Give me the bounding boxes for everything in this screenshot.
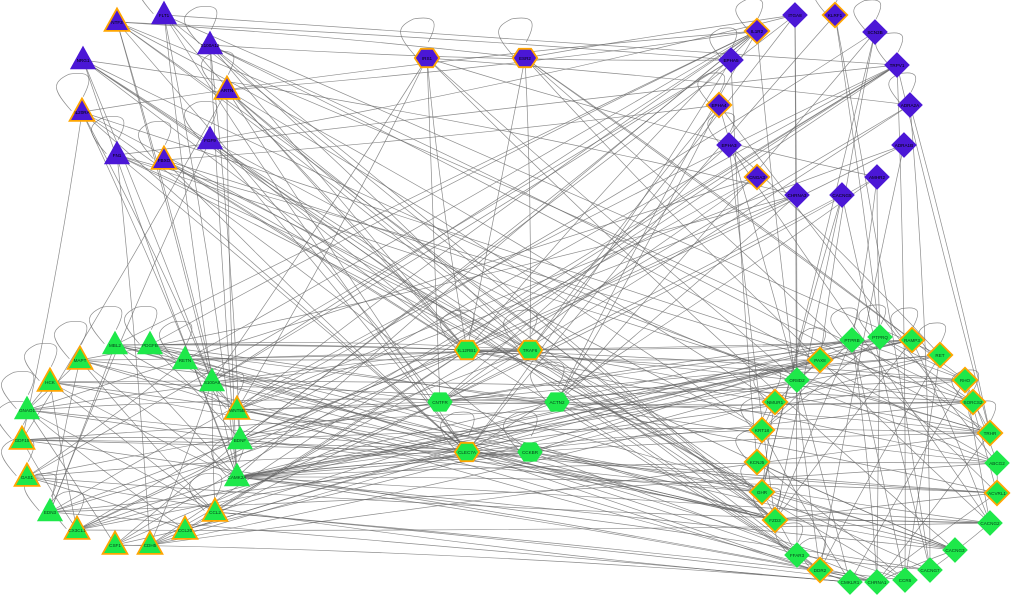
svg-text:MAPT: MAPT bbox=[74, 358, 87, 363]
svg-text:DDR2: DDR2 bbox=[814, 568, 827, 573]
svg-text:ADRA2A: ADRA2A bbox=[901, 103, 920, 108]
svg-text:PAX8: PAX8 bbox=[814, 358, 826, 363]
svg-text:NTF3: NTF3 bbox=[111, 20, 123, 25]
svg-text:ESR2: ESR2 bbox=[519, 56, 531, 61]
svg-text:TRAF6: TRAF6 bbox=[523, 348, 538, 353]
svg-text:PDGFB: PDGFB bbox=[142, 343, 158, 348]
svg-text:NRG1: NRG1 bbox=[77, 58, 90, 63]
svg-text:MBL2: MBL2 bbox=[109, 343, 121, 348]
svg-text:IL12RB1: IL12RB1 bbox=[458, 348, 476, 353]
svg-text:CACNG2: CACNG2 bbox=[980, 521, 1000, 526]
svg-text:IL1R2: IL1R2 bbox=[751, 29, 764, 34]
svg-text:CACNG7: CACNG7 bbox=[920, 568, 940, 573]
svg-text:FLT1: FLT1 bbox=[159, 13, 170, 18]
svg-text:GAS1: GAS1 bbox=[21, 475, 34, 480]
svg-text:SCN3B: SCN3B bbox=[867, 30, 882, 35]
svg-text:CHRNA3: CHRNA3 bbox=[788, 193, 807, 198]
svg-text:GDF15: GDF15 bbox=[15, 438, 30, 443]
svg-text:ARTN: ARTN bbox=[221, 88, 233, 93]
svg-text:EPHA3: EPHA3 bbox=[721, 143, 737, 148]
svg-text:CAMK2A: CAMK2A bbox=[228, 475, 248, 480]
svg-text:PTPRQ: PTPRQ bbox=[872, 335, 888, 340]
svg-text:EPHA5: EPHA5 bbox=[723, 58, 739, 63]
svg-text:EPHA4: EPHA4 bbox=[711, 103, 727, 108]
svg-text:SORCS2: SORCS2 bbox=[964, 400, 983, 405]
svg-text:CLEC7A: CLEC7A bbox=[458, 450, 477, 455]
svg-text:EDN3: EDN3 bbox=[44, 510, 57, 515]
svg-text:BDNF: BDNF bbox=[234, 438, 247, 443]
svg-text:CACNG5: CACNG5 bbox=[832, 193, 852, 198]
svg-text:ABCG2: ABCG2 bbox=[989, 461, 1005, 466]
svg-text:ACVRL1: ACVRL1 bbox=[988, 491, 1006, 496]
svg-text:AMHR2: AMHR2 bbox=[869, 175, 886, 180]
svg-text:S100A9: S100A9 bbox=[204, 380, 221, 385]
svg-text:PTPRB: PTPRB bbox=[844, 338, 859, 343]
svg-text:KLRF1: KLRF1 bbox=[828, 13, 843, 18]
svg-text:CCL20: CCL20 bbox=[178, 528, 193, 533]
svg-text:CSF1: CSF1 bbox=[109, 543, 121, 548]
svg-text:ACTN2: ACTN2 bbox=[549, 400, 565, 405]
svg-text:RAMP3: RAMP3 bbox=[904, 338, 920, 343]
svg-text:ITGA8: ITGA8 bbox=[788, 13, 802, 18]
svg-text:CX3CL1: CX3CL1 bbox=[68, 528, 86, 533]
svg-text:FGF9: FGF9 bbox=[204, 138, 216, 143]
svg-text:CCR6: CCR6 bbox=[899, 578, 912, 583]
svg-text:ADRA1B: ADRA1B bbox=[895, 143, 913, 148]
svg-text:CMKLR1: CMKLR1 bbox=[841, 580, 860, 585]
svg-text:CCL2: CCL2 bbox=[209, 510, 221, 515]
svg-text:TRPV1: TRPV1 bbox=[890, 63, 905, 68]
svg-text:TRHR: TRHR bbox=[984, 431, 997, 436]
svg-text:OR8D2: OR8D2 bbox=[789, 378, 805, 383]
svg-text:HCK: HCK bbox=[45, 380, 56, 385]
svg-text:KRT18: KRT18 bbox=[755, 428, 770, 433]
svg-text:IL20RA: IL20RA bbox=[74, 110, 90, 115]
svg-text:CNTFR: CNTFR bbox=[432, 400, 448, 405]
svg-text:KCNJ5: KCNJ5 bbox=[750, 460, 765, 465]
svg-text:GNAO1: GNAO1 bbox=[19, 408, 36, 413]
svg-text:CCKBR: CCKBR bbox=[522, 450, 539, 455]
svg-text:WNT5B: WNT5B bbox=[229, 408, 245, 413]
svg-text:S100A12: S100A12 bbox=[201, 43, 220, 48]
svg-text:CHRNA1: CHRNA1 bbox=[868, 580, 887, 585]
svg-text:NMUR1: NMUR1 bbox=[767, 400, 784, 405]
svg-text:FBXO: FBXO bbox=[158, 158, 171, 163]
svg-text:CDH5: CDH5 bbox=[144, 543, 157, 548]
svg-text:GHR: GHR bbox=[757, 490, 768, 495]
svg-text:FFAR3: FFAR3 bbox=[790, 553, 805, 558]
svg-text:FN1: FN1 bbox=[113, 153, 122, 158]
svg-text:RETN: RETN bbox=[179, 358, 192, 363]
svg-text:CACNG3: CACNG3 bbox=[945, 548, 965, 553]
svg-text:RET: RET bbox=[935, 353, 944, 358]
svg-text:CNGA3: CNGA3 bbox=[749, 175, 765, 180]
svg-text:FZD3: FZD3 bbox=[769, 518, 781, 523]
svg-text:RHO: RHO bbox=[960, 378, 971, 383]
svg-text:IRS1: IRS1 bbox=[422, 56, 433, 61]
